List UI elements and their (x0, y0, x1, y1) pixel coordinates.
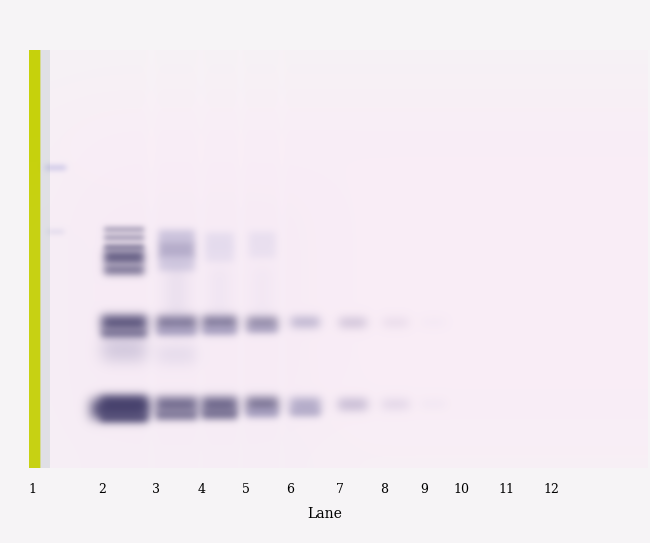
Text: 2: 2 (98, 483, 106, 496)
Text: 1: 1 (29, 483, 36, 496)
Text: 3: 3 (152, 483, 160, 496)
Text: 4: 4 (197, 483, 205, 496)
Text: 6: 6 (286, 483, 294, 496)
Text: 8: 8 (380, 483, 388, 496)
Text: 7: 7 (336, 483, 344, 496)
Text: 12: 12 (543, 483, 559, 496)
Text: 9: 9 (421, 483, 428, 496)
Text: Lane: Lane (307, 507, 343, 521)
Text: 5: 5 (242, 483, 250, 496)
Text: 11: 11 (498, 483, 514, 496)
Text: 10: 10 (454, 483, 469, 496)
